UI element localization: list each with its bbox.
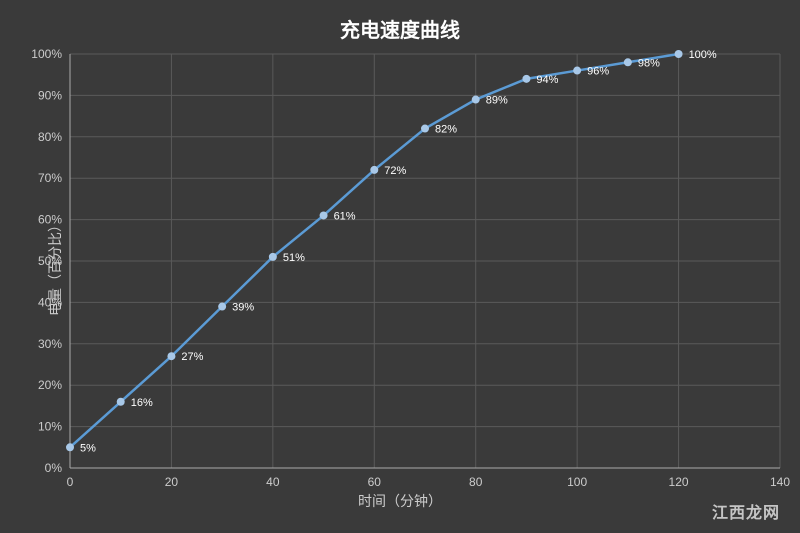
data-point bbox=[522, 75, 530, 83]
data-label: 39% bbox=[232, 302, 254, 314]
y-tick-label: 50% bbox=[38, 254, 62, 268]
x-tick-label: 100 bbox=[567, 475, 587, 489]
x-tick-label: 40 bbox=[266, 475, 280, 489]
y-tick-label: 100% bbox=[31, 47, 62, 61]
data-label: 5% bbox=[80, 442, 96, 454]
data-label: 72% bbox=[384, 165, 406, 177]
data-label: 100% bbox=[689, 49, 717, 61]
data-point bbox=[167, 352, 175, 360]
watermark-text: 江西龙网 bbox=[712, 499, 780, 523]
data-label: 27% bbox=[181, 351, 203, 363]
data-label: 51% bbox=[283, 252, 305, 264]
y-tick-label: 0% bbox=[45, 461, 63, 475]
y-tick-label: 80% bbox=[38, 130, 62, 144]
x-tick-label: 80 bbox=[469, 475, 483, 489]
chart-svg: 0% 10% 20% 30% 40% 50% 60% 70% 80% 90% 100% 0 20 40 60… bbox=[0, 0, 800, 533]
data-point bbox=[675, 50, 683, 58]
data-point bbox=[624, 58, 632, 66]
data-point bbox=[370, 166, 378, 174]
y-tick-label: 90% bbox=[38, 88, 62, 102]
x-tick-label: 140 bbox=[770, 475, 790, 489]
data-point bbox=[320, 211, 328, 219]
y-tick-label: 30% bbox=[38, 337, 62, 351]
data-label: 94% bbox=[536, 74, 558, 86]
y-tick-label: 60% bbox=[38, 213, 62, 227]
data-label: 61% bbox=[334, 210, 356, 222]
x-tick-label: 20 bbox=[165, 475, 179, 489]
data-label: 96% bbox=[587, 66, 609, 78]
y-tick-label: 20% bbox=[38, 378, 62, 392]
data-point bbox=[472, 96, 480, 104]
data-point bbox=[573, 67, 581, 75]
y-tick-label: 10% bbox=[38, 420, 62, 434]
x-tick-label: 0 bbox=[67, 475, 74, 489]
y-tick-label: 70% bbox=[38, 171, 62, 185]
data-label: 16% bbox=[131, 397, 153, 409]
data-point bbox=[117, 398, 125, 406]
data-point bbox=[269, 253, 277, 261]
data-point bbox=[66, 443, 74, 451]
chart-container: 充电速度曲线 电量（百分比） 时间（分钟） 0%10%20%30%40%50%6… bbox=[0, 0, 800, 533]
x-tick-label: 120 bbox=[669, 475, 689, 489]
data-label: 89% bbox=[486, 95, 508, 107]
x-tick-label: 60 bbox=[368, 475, 382, 489]
data-point bbox=[421, 125, 429, 133]
y-tick-label: 40% bbox=[38, 295, 62, 309]
data-point bbox=[218, 303, 226, 311]
gridlines bbox=[70, 54, 780, 468]
data-label: 98% bbox=[638, 57, 660, 69]
data-label: 82% bbox=[435, 124, 457, 136]
